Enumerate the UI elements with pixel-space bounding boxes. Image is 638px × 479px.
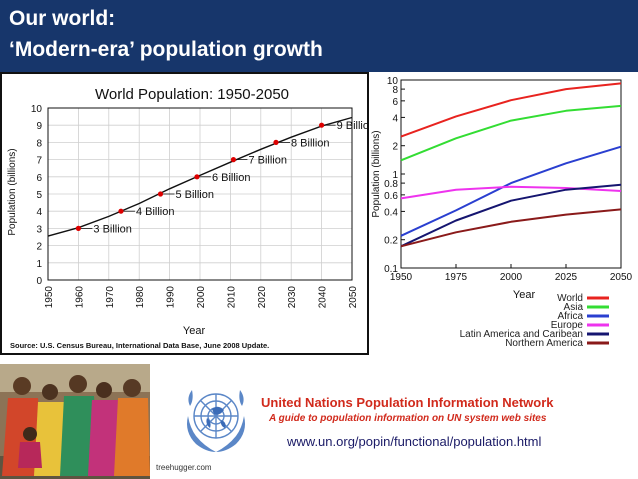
chart2-y-tick-label: 0.6 (384, 191, 398, 202)
chart2-y-tick-label: 6 (392, 97, 398, 108)
chart2-series-line-world (400, 82, 622, 138)
chart2-legend-label: World (557, 293, 583, 304)
chart1-y-tick-label: 2 (36, 242, 42, 253)
chart1-milestone-label: 8 Billion (291, 137, 330, 149)
chart1-x-tick-label: 1960 (74, 286, 85, 309)
popin-title: United Nations Population Information Ne… (261, 395, 554, 410)
chart1-y-tick-label: 7 (36, 156, 42, 167)
chart1-x-tick-label: 2000 (196, 286, 207, 309)
chart2-series-line-northern-america (400, 208, 622, 248)
chart1-milestone-label: 6 Billion (212, 172, 251, 184)
chart2-series-line-asia (400, 104, 622, 162)
chart1-y-tick-label: 0 (36, 276, 42, 287)
popin-url-link[interactable]: www.un.org/popin/functional/population.h… (287, 434, 542, 449)
chart1-source-note: Source: U.S. Census Bureau, Internationa… (10, 341, 269, 350)
world-population-chart-panel: World Population: 1950-2050 1950 1960 1970… (0, 72, 375, 355)
chart2-legend-label: Africa (557, 311, 583, 322)
chart1-milestone-point (75, 225, 81, 231)
chart1-y-tick-label: 1 (36, 259, 42, 270)
chart2-x-tick-label: 2050 (610, 272, 633, 283)
chart1-y-tick-label: 4 (36, 207, 42, 218)
chart2-legend-label: Europe (551, 320, 584, 331)
chart2-legend-label: Latin America and Caribean (460, 329, 583, 340)
chart2-x-tick-label: 1950 (390, 272, 413, 283)
chart2-x-tick-label: 1975 (445, 272, 468, 283)
chart1-y-tick-label: 3 (36, 224, 42, 235)
chart1-series-line (47, 116, 353, 237)
slide-title-line2: ‘Modern-era’ population growth (9, 38, 323, 61)
slide-header: Our world: ‘Modern-era’ population growt… (0, 0, 638, 72)
chart1-milestone-point (118, 208, 124, 214)
chart1-milestone-label: 7 Billion (248, 155, 287, 167)
chart2-y-tick-label: 1 (392, 170, 398, 181)
chart1-milestone-point (230, 157, 237, 163)
chart2-y-tick-label: 4 (392, 113, 398, 124)
chart1-x-tick-label: 1970 (105, 286, 116, 309)
chart2-y-tick-label: 0.1 (384, 264, 398, 275)
chart1-x-tick-label: 1980 (135, 286, 146, 309)
chart1-x-tick-label: 2040 (318, 286, 329, 309)
chart2-y-tick-label: 0.2 (384, 236, 398, 247)
chart1-x-tick-label: 2050 (348, 286, 359, 309)
chart1-milestone-label: 9 Billion (337, 120, 367, 132)
women-group-photo (0, 364, 150, 479)
chart1-milestone-label: 3 Billion (93, 223, 132, 235)
chart2-y-tick-label: 0.8 (384, 179, 398, 190)
chart1-milestone-point (273, 139, 279, 145)
popin-subtitle: A guide to population information on UN … (269, 413, 547, 424)
chart1-milestone-point (319, 122, 325, 128)
chart1-x-tick-label: 1990 (166, 286, 177, 309)
chart1-milestone-point (157, 191, 164, 197)
chart2-x-axis-label: Year (513, 289, 536, 301)
chart2-legend-label: Asia (564, 302, 584, 313)
photo-credit: treehugger.com (156, 463, 212, 472)
chart2-legend-label: Northern America (505, 338, 583, 349)
chart1-x-tick-label: 2030 (287, 286, 298, 309)
chart1-y-tick-label: 10 (31, 104, 43, 115)
world-population-chart: World Population: 1950-2050 1950 1960 1970… (7, 86, 375, 350)
chart1-y-axis-label: Population (billions) (7, 148, 18, 235)
chart1-y-tick-label: 5 (36, 190, 42, 201)
regional-population-chart-panel: 1950 1975 2000 2025 2050 10 8 6 4 2 1 0.8 0.6 0.4 0.2 0… (371, 72, 638, 355)
chart2-y-tick-label: 8 (392, 85, 398, 96)
chart1-plot-frame (47, 107, 353, 281)
chart2-series-line-africa (400, 145, 622, 237)
chart2-y-tick-label: 10 (387, 76, 399, 87)
chart2-y-tick-label: 0.4 (384, 207, 398, 218)
chart1-milestone-point (194, 174, 200, 180)
chart2-x-tick-label: 2000 (500, 272, 523, 283)
chart2-y-axis-label: Population (billions) (371, 130, 382, 217)
chart2-series-line-latin-america-and-caribean (400, 183, 622, 248)
chart1-y-tick-label: 9 (36, 121, 42, 132)
chart2-y-tick-label: 2 (392, 142, 398, 153)
chart1-x-tick-label: 1950 (44, 286, 55, 309)
chart1-x-tick-label: 2020 (257, 286, 268, 309)
chart1-title: World Population: 1950-2050 (95, 86, 289, 103)
chart1-milestone-label: 4 Billion (136, 206, 175, 218)
chart2-x-tick-label: 2025 (555, 272, 578, 283)
un-emblem-icon (187, 390, 245, 452)
chart1-x-axis-label: Year (183, 325, 206, 337)
chart1-y-tick-label: 8 (36, 138, 42, 149)
slide-title-line1: Our world: (9, 7, 116, 30)
chart1-x-tick-label: 2010 (226, 286, 237, 309)
chart1-milestone-label: 5 Billion (175, 189, 214, 201)
chart1-y-tick-label: 6 (36, 173, 42, 184)
